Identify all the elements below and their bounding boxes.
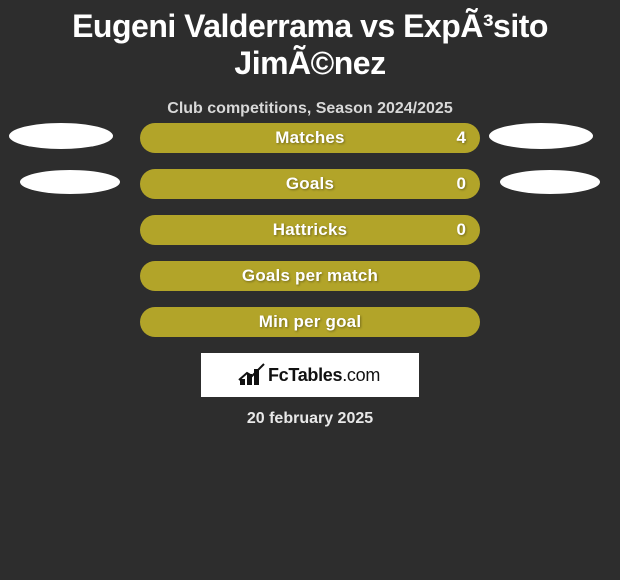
- stat-label: Goals: [140, 174, 480, 194]
- stat-bar: Min per goal: [140, 307, 480, 337]
- page-title: Eugeni Valderrama vs ExpÃ³sito JimÃ©nez: [0, 0, 620, 82]
- fctables-logo: FcTables.com: [240, 365, 380, 386]
- fctables-logo-box: FcTables.com: [201, 353, 419, 397]
- right-ellipse: [500, 170, 600, 194]
- stat-label: Min per goal: [140, 312, 480, 332]
- stat-bar: Hattricks0: [140, 215, 480, 245]
- left-ellipse: [20, 170, 120, 194]
- stat-row: Min per goal: [0, 304, 620, 350]
- date-text: 20 february 2025: [0, 410, 620, 428]
- stat-row: Hattricks0: [0, 212, 620, 258]
- stat-label: Hattricks: [140, 220, 480, 240]
- stat-value: 0: [457, 174, 466, 194]
- logo-text: FcTables.com: [268, 365, 380, 386]
- logo-chart-icon: [240, 365, 264, 385]
- stat-row: Goals0: [0, 166, 620, 212]
- stat-bar: Matches4: [140, 123, 480, 153]
- subtitle: Club competitions, Season 2024/2025: [0, 100, 620, 118]
- stat-value: 0: [457, 220, 466, 240]
- stat-rows: Matches4Goals0Hattricks0Goals per matchM…: [0, 120, 620, 350]
- stat-value: 4: [457, 128, 466, 148]
- stat-row: Matches4: [0, 120, 620, 166]
- stat-row: Goals per match: [0, 258, 620, 304]
- logo-text-light: .com: [342, 365, 380, 385]
- logo-text-bold: FcTables: [268, 365, 342, 385]
- stat-bar: Goals0: [140, 169, 480, 199]
- stat-bar: Goals per match: [140, 261, 480, 291]
- stat-label: Matches: [140, 128, 480, 148]
- right-ellipse: [489, 123, 593, 149]
- stat-label: Goals per match: [140, 266, 480, 286]
- left-ellipse: [9, 123, 113, 149]
